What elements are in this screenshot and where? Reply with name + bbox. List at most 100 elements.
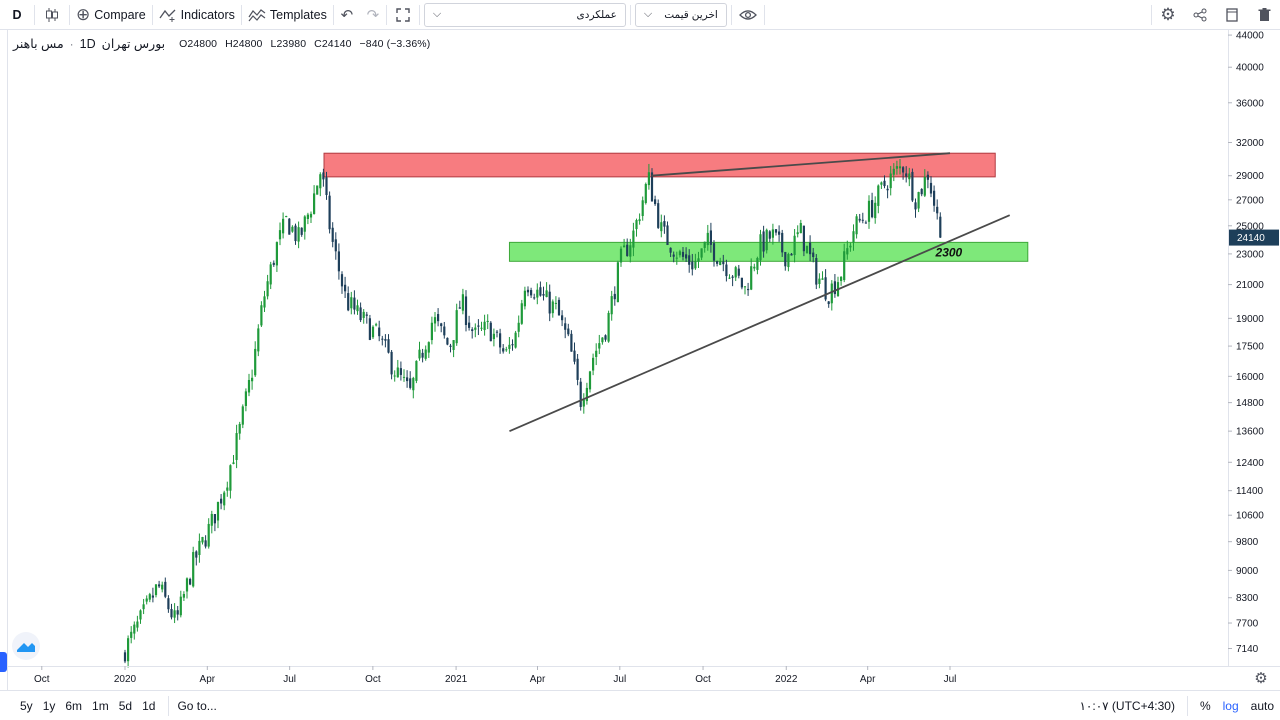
resistance-trendline[interactable]: [651, 152, 951, 177]
delete-button[interactable]: [1248, 0, 1280, 30]
candle-body: [443, 326, 446, 336]
candle-body: [204, 540, 207, 547]
scale-settings-button[interactable]: ⚙: [1250, 668, 1272, 688]
zone-annotation[interactable]: 2300: [935, 245, 963, 259]
legend-interval: 1D: [79, 36, 96, 51]
candle-body: [189, 578, 192, 585]
range-1y[interactable]: 1y: [42, 698, 56, 713]
resistance-zone[interactable]: [323, 152, 996, 178]
candle-body: [508, 344, 511, 349]
candle-body: [588, 371, 592, 390]
goto-button[interactable]: Go to...: [177, 698, 217, 713]
trendlines: [509, 152, 1011, 432]
candle-body: [254, 348, 257, 376]
price-dropdown[interactable]: ⌵ اخرین قیمت: [634, 2, 727, 27]
redo-button[interactable]: ↷: [360, 0, 386, 30]
templates-button[interactable]: Templates: [242, 0, 333, 30]
tradingview-logo[interactable]: [12, 632, 40, 660]
candle-body: [269, 264, 272, 285]
last-price-bg: [1229, 229, 1279, 246]
support-zone[interactable]: [508, 241, 1029, 262]
candle-body: [136, 621, 139, 628]
range-1m[interactable]: 1m: [92, 698, 109, 713]
x-tick-label: Jul: [613, 674, 626, 685]
candle-body: [334, 239, 337, 252]
candle-body: [929, 182, 933, 194]
settings-button[interactable]: ⚙: [1152, 0, 1184, 30]
legend-symbol[interactable]: مس باهنر: [13, 37, 64, 51]
candle-body: [461, 294, 464, 311]
range-5d[interactable]: 5d: [118, 698, 133, 713]
undo-button[interactable]: ↶: [334, 0, 360, 30]
x-tick-label: Apr: [860, 674, 876, 685]
candle-body: [371, 326, 375, 338]
candle-body: [161, 584, 164, 590]
candle-body: [911, 171, 914, 201]
fullscreen-button[interactable]: [387, 0, 419, 30]
range-5y[interactable]: 5y: [20, 698, 33, 713]
y-tick-label: 13600: [1236, 427, 1264, 438]
candle-body: [564, 323, 567, 330]
candle-body: [185, 578, 189, 592]
price-chart[interactable]: 2300 44000 40000 36000 32000 29000 27000 25000…: [0, 30, 1280, 690]
snapshot-button[interactable]: [1216, 0, 1248, 30]
symbol-interval-button[interactable]: D: [0, 0, 34, 30]
chart-type-button[interactable]: [35, 0, 69, 30]
toolbar-divider: [418, 4, 420, 25]
support-trendline[interactable]: [509, 214, 1011, 432]
candle-body: [396, 367, 399, 378]
x-tick-label: 2021: [445, 674, 468, 685]
candle-body: [765, 229, 768, 251]
candle-body: [781, 232, 784, 253]
range-1d[interactable]: 1d: [142, 698, 156, 713]
candle-body: [427, 342, 430, 353]
y-tick-label: 32000: [1236, 138, 1264, 149]
indicators-label: Indicators: [180, 7, 235, 22]
candle-body: [666, 225, 669, 246]
candle-body: [235, 433, 238, 460]
share-button[interactable]: [1184, 0, 1216, 30]
log-toggle[interactable]: log: [1222, 699, 1239, 713]
indicators-button[interactable]: Indicators: [153, 0, 241, 30]
percent-toggle[interactable]: %: [1199, 699, 1211, 713]
candle-body: [151, 595, 154, 598]
zones: 2300: [323, 152, 1029, 262]
candle-body: [570, 333, 573, 352]
candle-body: [331, 227, 334, 242]
compare-button[interactable]: ⊕ Compare: [70, 0, 152, 30]
candle-body: [127, 638, 130, 662]
candle-body: [923, 177, 926, 196]
range-6m[interactable]: 6m: [65, 698, 83, 713]
gear-icon: ⚙: [1160, 5, 1176, 24]
candle-body: [824, 277, 827, 300]
auto-toggle[interactable]: auto: [1250, 699, 1274, 713]
candle-body: [626, 244, 629, 257]
performance-dropdown[interactable]: ⌵ عملکردی: [423, 2, 626, 27]
candle-body: [123, 652, 127, 662]
drawing-toolbar-toggle[interactable]: [0, 652, 7, 672]
candle-body: [895, 166, 898, 169]
candle-body: [747, 288, 750, 291]
x-tick-label: 2020: [114, 674, 137, 685]
candle-body: [939, 216, 942, 238]
compare-label: Compare: [94, 7, 146, 22]
candle-body: [678, 251, 681, 256]
clock-timezone[interactable]: ۱۰:۰۷ (UTC+4:30): [1079, 699, 1175, 713]
candle-body: [489, 322, 492, 342]
candle-body: [390, 351, 393, 375]
y-tick-label: 9800: [1236, 537, 1259, 548]
candle-body: [725, 264, 728, 277]
candle-body: [827, 301, 830, 305]
price-dropdown-value: اخرین قیمت: [664, 8, 718, 21]
y-tick-label: 12400: [1236, 458, 1264, 469]
candle-body: [399, 368, 402, 375]
candle-body: [154, 584, 158, 596]
candle-body: [936, 206, 939, 214]
candle-body: [548, 291, 551, 314]
chart-legend: مس باهنر · 1D بورس تهران O24800 H24800 L…: [13, 36, 430, 52]
candle-body: [805, 245, 809, 254]
candle-body: [926, 174, 929, 180]
fullscreen-icon: [396, 7, 410, 22]
visibility-button[interactable]: [732, 0, 764, 30]
candle-body: [660, 222, 663, 232]
